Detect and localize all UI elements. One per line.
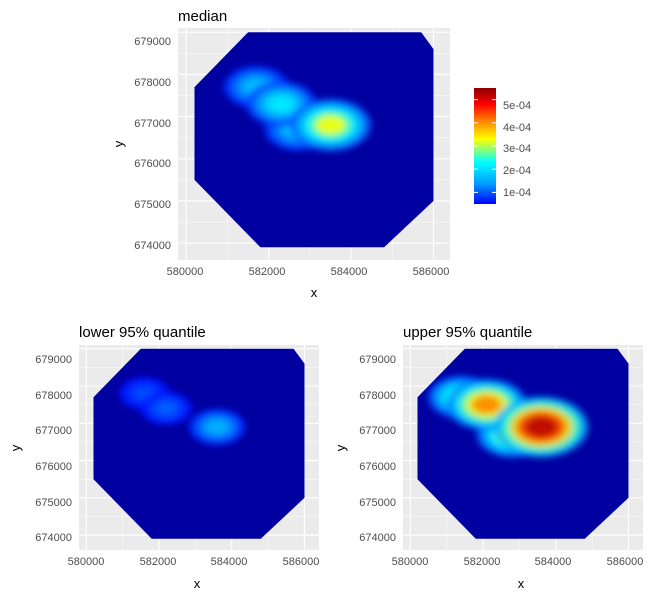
x-tick-label: 580000 bbox=[392, 556, 429, 568]
density-hotspots bbox=[118, 376, 246, 446]
density-hotspot bbox=[268, 96, 294, 112]
panel-title-median: median bbox=[178, 8, 227, 25]
legend-label: 2e-04 bbox=[503, 165, 531, 177]
panel-title-lower: lower 95% quantile bbox=[79, 324, 206, 341]
y-tick-label: 675000 bbox=[134, 199, 171, 211]
density-hotspot bbox=[157, 402, 176, 415]
legend-label: 3e-04 bbox=[503, 143, 531, 155]
legend-label: 1e-04 bbox=[503, 187, 531, 199]
density-hotspot bbox=[316, 115, 345, 135]
x-tick-label: 582000 bbox=[464, 556, 501, 568]
x-tick-label: 582000 bbox=[249, 266, 286, 278]
x-axis-label: x bbox=[194, 576, 201, 591]
legend-colorbar bbox=[474, 88, 496, 204]
density-hotspot bbox=[524, 416, 558, 438]
y-tick-label: 677000 bbox=[35, 425, 72, 437]
y-tick-label: 676000 bbox=[35, 461, 72, 473]
panel-median: median 674000 675000 676000 677000 67800… bbox=[111, 8, 450, 300]
x-axis-label: x bbox=[518, 576, 525, 591]
x-tick-label: 586000 bbox=[607, 556, 644, 568]
x-tick-label: 584000 bbox=[331, 266, 368, 278]
y-tick-label: 678000 bbox=[134, 77, 171, 89]
x-tick-label: 580000 bbox=[167, 266, 204, 278]
estimate-surface bbox=[93, 348, 305, 539]
x-tick-labels: 580000 582000 584000 586000 bbox=[167, 266, 450, 278]
x-tick-label: 580000 bbox=[68, 556, 105, 568]
y-tick-label: 676000 bbox=[359, 461, 396, 473]
y-tick-label: 678000 bbox=[359, 390, 396, 402]
y-tick-label: 676000 bbox=[134, 158, 171, 170]
x-tick-label: 582000 bbox=[140, 556, 177, 568]
x-axis-label: x bbox=[311, 285, 318, 300]
density-hotspots bbox=[223, 65, 372, 152]
x-tick-labels: 580000 582000 584000 586000 bbox=[392, 556, 644, 568]
y-tick-label: 679000 bbox=[359, 354, 396, 366]
y-axis-label: y bbox=[333, 444, 348, 451]
panel-lower-quantile: lower 95% quantile 674000 675000 676000 … bbox=[8, 324, 319, 591]
y-tick-label: 679000 bbox=[134, 36, 171, 48]
y-tick-label: 675000 bbox=[359, 497, 396, 509]
y-tick-label: 679000 bbox=[35, 354, 72, 366]
legend-tick-marks bbox=[474, 99, 496, 193]
density-hotspots bbox=[427, 375, 589, 458]
y-tick-label: 677000 bbox=[134, 118, 171, 130]
y-tick-label: 674000 bbox=[35, 532, 72, 544]
y-axis-label: y bbox=[111, 140, 126, 147]
y-tick-label: 674000 bbox=[359, 532, 396, 544]
y-tick-labels: 674000 675000 676000 677000 678000 67900… bbox=[35, 354, 72, 544]
color-legend: 1e-04 2e-04 3e-04 4e-04 5e-04 bbox=[474, 88, 531, 204]
x-tick-label: 584000 bbox=[535, 556, 572, 568]
y-tick-label: 675000 bbox=[35, 497, 72, 509]
y-tick-label: 677000 bbox=[359, 425, 396, 437]
x-tick-labels: 580000 582000 584000 586000 bbox=[68, 556, 320, 568]
x-tick-label: 586000 bbox=[413, 266, 450, 278]
legend-label: 5e-04 bbox=[503, 100, 531, 112]
density-hotspot bbox=[472, 395, 501, 414]
panel-upper-quantile: upper 95% quantile 674000 675000 676000 … bbox=[333, 324, 643, 591]
panel-title-upper: upper 95% quantile bbox=[403, 324, 532, 341]
y-tick-label: 678000 bbox=[35, 390, 72, 402]
y-axis-label: y bbox=[8, 444, 23, 451]
x-tick-label: 586000 bbox=[283, 556, 320, 568]
density-hotspot bbox=[207, 420, 228, 434]
y-tick-labels: 674000 675000 676000 677000 678000 67900… bbox=[134, 36, 171, 252]
y-tick-labels: 674000 675000 676000 677000 678000 67900… bbox=[359, 354, 396, 544]
x-tick-label: 584000 bbox=[211, 556, 248, 568]
legend-label: 4e-04 bbox=[503, 122, 531, 134]
y-tick-label: 674000 bbox=[134, 240, 171, 252]
